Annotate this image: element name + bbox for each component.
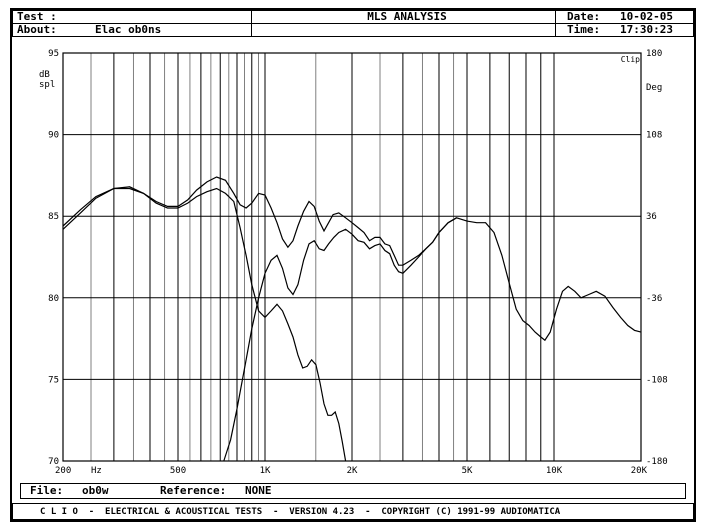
x-tick-label: 1K: [260, 466, 271, 476]
file-info-box: [20, 483, 686, 499]
date-value: 10-02-05: [620, 10, 673, 23]
y2-tick-label: -108: [646, 375, 668, 385]
y-tick-label: 75: [48, 375, 59, 385]
header-divider: [12, 23, 694, 24]
y-tick-label: 90: [48, 131, 59, 141]
x-tick-label: 500: [170, 466, 186, 476]
x-tick-label: 2K: [347, 466, 358, 476]
y-axis-label: dB: [39, 70, 50, 80]
y2-tick-label: 108: [646, 131, 662, 141]
x-tick-label: 5K: [462, 466, 473, 476]
about-value: Elac ob0ns: [95, 23, 162, 36]
test-label: Test :: [17, 10, 57, 23]
y-tick-label: 80: [48, 294, 59, 304]
series-line-3: [223, 217, 457, 462]
series-line-1: [62, 176, 642, 342]
y-tick-label: 95: [48, 49, 59, 59]
y2-tick-label: -180: [646, 457, 668, 467]
y-tick-label: 70: [48, 457, 59, 467]
y-tick-label: 85: [48, 212, 59, 222]
y-axis-label: spl: [39, 80, 55, 90]
reference-value: NONE: [245, 484, 272, 497]
x-tick-label: 200: [55, 466, 71, 476]
plot-border: [62, 52, 642, 462]
clip-label: Clip: [621, 55, 640, 64]
y2-tick-label: 180: [646, 49, 662, 59]
y2-tick-label: 36: [646, 212, 657, 222]
x-tick-label: 10K: [546, 466, 563, 476]
file-value: ob0w: [82, 484, 109, 497]
time-label: Time:: [567, 23, 601, 36]
series-line-2: [62, 187, 347, 462]
x-tick-label: 20K: [631, 466, 648, 476]
y2-axis-label: Deg: [646, 83, 662, 93]
y2-tick-label: -36: [646, 294, 662, 304]
time-value: 17:30:23: [620, 23, 673, 36]
file-label: File:: [30, 484, 64, 497]
x-axis-unit-label: Hz: [91, 466, 102, 476]
banner-box: [12, 503, 694, 520]
about-label: About:: [17, 23, 57, 36]
instrument-frame: [10, 8, 696, 522]
reference-label: Reference:: [160, 484, 227, 497]
copyright-banner: C L I O - ELECTRICAL & ACOUSTICAL TESTS …: [40, 507, 561, 517]
page-title: MLS ANALYSIS: [367, 10, 447, 23]
date-label: Date:: [567, 10, 601, 23]
